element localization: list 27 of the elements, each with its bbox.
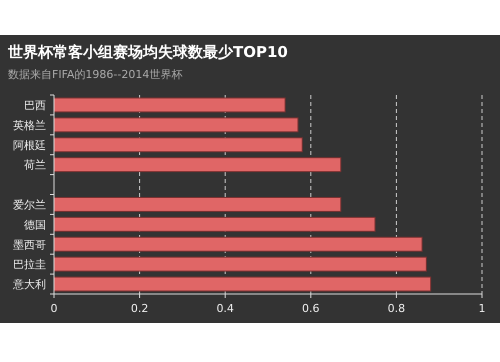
y-tick-label: 巴拉圭 bbox=[13, 258, 46, 272]
bar bbox=[54, 196, 342, 212]
y-tick-label: 墨西哥 bbox=[13, 238, 46, 252]
bar bbox=[54, 276, 432, 292]
x-tick-label: 0.6 bbox=[302, 302, 320, 315]
y-tick-label: 英格兰 bbox=[13, 118, 46, 132]
y-tick-label: 巴西 bbox=[24, 98, 46, 112]
y-tick-label: 荷兰 bbox=[24, 158, 46, 172]
y-tick-label: 阿根廷 bbox=[13, 138, 46, 152]
chart-subtitle: 数据来自FIFA的1986--2014世界杯 bbox=[8, 68, 182, 81]
x-tick-label: 0 bbox=[50, 302, 58, 315]
bar bbox=[54, 256, 427, 272]
bar bbox=[54, 216, 376, 232]
x-tick-label: 0.2 bbox=[130, 302, 148, 315]
x-tick-label: 0.8 bbox=[388, 302, 406, 315]
bar bbox=[54, 97, 286, 112]
y-tick-label: 意大利 bbox=[12, 278, 46, 292]
chart-title: 世界杯常客小组赛场均失球数最少TOP10 bbox=[7, 43, 288, 61]
y-tick-label: 德国 bbox=[24, 218, 46, 232]
plot: 巴西 英格兰 阿根廷 荷兰 爱尔兰 德国 墨西哥 巴拉圭 意大利 0 0.2 0.4 0.6 0.8 1 bbox=[13, 94, 486, 315]
bar bbox=[54, 236, 423, 252]
x-tick-label: 0.4 bbox=[216, 302, 234, 315]
bar bbox=[54, 137, 303, 152]
bar bbox=[54, 117, 298, 132]
bar bbox=[54, 157, 342, 172]
x-tick-label: 1 bbox=[478, 302, 486, 315]
y-tick-label: 爱尔兰 bbox=[13, 198, 46, 212]
